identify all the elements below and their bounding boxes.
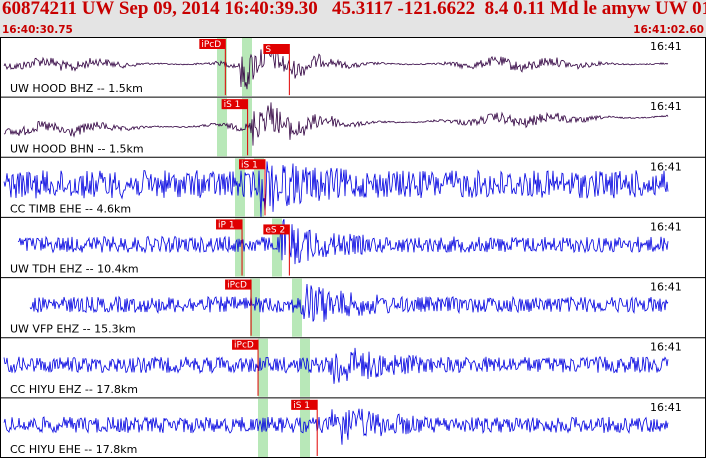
pick-label: S	[265, 45, 271, 55]
waveform-trace	[29, 283, 669, 322]
pick-window	[235, 158, 245, 217]
station-label: UW HOOD BHZ -- 1.5km	[10, 82, 143, 95]
pick-flag	[216, 219, 243, 230]
phase-pick[interactable]: iPcD	[232, 339, 259, 396]
channel-row[interactable]: iPcD 16:41 CC HIYU EHZ -- 17.8km	[0, 337, 706, 396]
pick-label: iS 1	[293, 401, 310, 411]
pick-window	[258, 338, 268, 397]
pick-label: iPcD	[234, 341, 254, 351]
row-time-label: 16:41	[650, 401, 682, 414]
pick-window	[258, 398, 268, 457]
end-time: 16:41:02.60	[633, 24, 704, 36]
pick-label: eS 2	[265, 225, 285, 235]
row-time-label: 16:41	[650, 220, 682, 233]
pick-label: iPcD	[227, 281, 247, 291]
pick-flag	[199, 39, 226, 49]
phase-pick[interactable]: iPcD	[225, 279, 252, 336]
channel-row[interactable]: iPcD 16:41 UW VFP EHZ -- 15.3km	[0, 277, 706, 336]
channel-row[interactable]: iS 1 16:41 UW HOOD BHN -- 1.5km	[0, 96, 706, 156]
pick-flag	[263, 44, 290, 54]
pick-flag	[263, 224, 290, 235]
pick-window	[242, 38, 252, 97]
pick-label: iS 1	[224, 100, 241, 110]
phase-pick[interactable]: iP 1	[216, 219, 243, 276]
channel-row[interactable]: iP 1 eS 2 16:41 UW TDH EHZ -- 10.4km	[0, 216, 706, 276]
row-time-label: 16:41	[650, 100, 682, 113]
station-label: UW HOOD BHN -- 1.5km	[10, 142, 144, 155]
row-time-label: 16:41	[650, 40, 682, 53]
pick-label: iP 1	[218, 220, 235, 230]
phase-pick[interactable]: iS 1	[221, 99, 249, 156]
pick-flag	[221, 99, 248, 110]
waveform-trace	[3, 102, 669, 146]
station-label: CC HIYU EHZ -- 17.8km	[10, 383, 138, 396]
pick-label: iS 1	[241, 160, 258, 170]
waveform-trace	[3, 408, 669, 445]
phase-pick[interactable]: S	[263, 44, 290, 96]
channel-row[interactable]: iPcD S 16:41 UW HOOD BHZ -- 1.5km	[3, 39, 682, 96]
pick-window	[235, 218, 245, 277]
phase-pick[interactable]: iS 1	[239, 159, 266, 216]
row-time-label: 16:41	[650, 341, 682, 354]
phase-pick[interactable]: iS 1	[291, 399, 318, 456]
pick-window	[254, 158, 264, 217]
row-time-label: 16:41	[650, 160, 682, 173]
station-label: CC TIMB EHE -- 4.6km	[10, 202, 131, 215]
waveform-trace	[3, 161, 669, 218]
row-time-label: 16:41	[650, 281, 682, 294]
pick-label: iPcD	[201, 40, 221, 50]
phase-pick[interactable]: iPcD	[199, 39, 226, 96]
pick-window	[300, 398, 310, 457]
pick-window	[217, 38, 227, 97]
pick-flag	[239, 159, 265, 170]
channel-row[interactable]: iS 1 16:41 CC HIYU EHE -- 17.8km	[0, 397, 706, 456]
station-label: UW VFP EHZ -- 15.3km	[10, 323, 136, 336]
station-label: UW TDH EHZ -- 10.4km	[10, 263, 139, 276]
event-header: 60874211 UW Sep 09, 2014 16:40:39.30 45.…	[0, 0, 706, 37]
seismogram-panel: iPcD S 16:41 UW HOOD BHZ -- 1.5km iS 1 16:41 U…	[0, 37, 706, 458]
pick-window	[217, 98, 227, 157]
pick-flag	[225, 279, 252, 290]
waveform-trace	[3, 43, 669, 90]
start-time: 16:40:30.75	[2, 24, 73, 36]
event-title: 60874211 UW Sep 09, 2014 16:40:39.30 45.…	[2, 0, 706, 19]
channel-row[interactable]: iS 1 16:41 CC TIMB EHE -- 4.6km	[0, 156, 706, 218]
pick-flag	[291, 399, 318, 410]
station-label: CC HIYU EHE -- 17.8km	[10, 443, 137, 456]
waveform-trace	[3, 347, 669, 384]
phase-pick[interactable]: eS 2	[263, 224, 290, 276]
pick-flag	[232, 339, 259, 350]
waveform-trace	[17, 219, 669, 265]
